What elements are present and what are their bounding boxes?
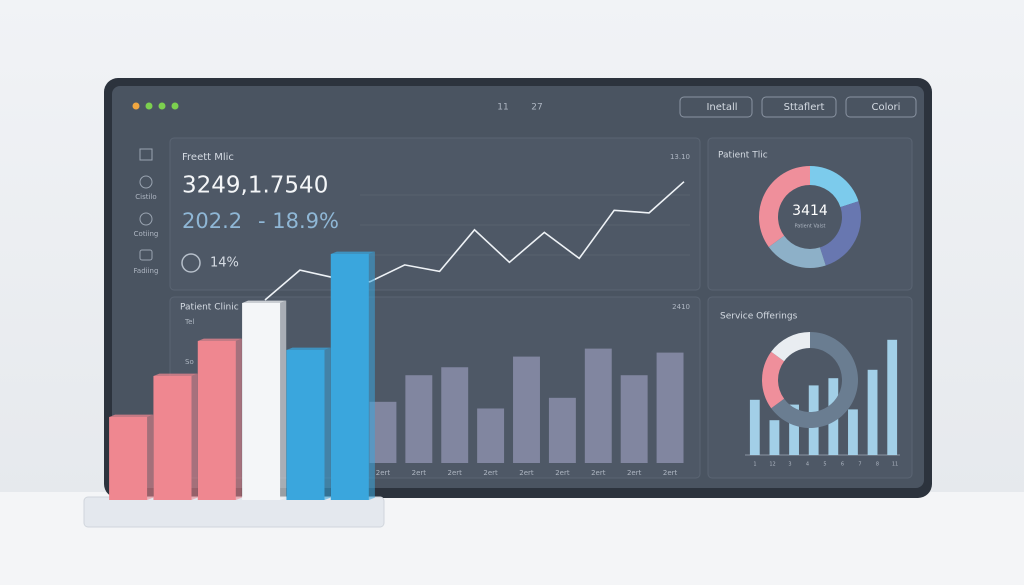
kpi-secondary: 202.2 [182,209,242,233]
donut-segment [810,166,859,208]
x-tick-label: 1 [753,462,756,468]
home-icon[interactable] [139,148,153,161]
button[interactable] [679,96,753,118]
bar [405,375,433,463]
donut-segment [758,166,810,247]
bar [153,376,192,500]
bar [242,303,281,500]
window-dot [145,102,153,110]
bar [656,352,684,463]
panel-stamp: 2410 [672,303,690,311]
donut-segment [762,351,785,409]
bar [887,339,898,455]
grid [360,194,690,256]
nav-icon[interactable] [139,212,153,226]
axis-label: So [185,358,194,366]
panel-title: Freett Mlic [182,152,234,163]
nav-label[interactable]: Cotiing [134,230,159,238]
x-tick-label: 2ert [483,469,498,477]
bar-top [242,300,287,303]
x-tick-label: 2ert [412,469,427,477]
bar-side [280,300,287,500]
bar-top [109,414,154,417]
x-tick-label: 4 [806,462,809,468]
donut-segment [819,201,862,266]
bar [749,399,760,455]
bar-base [83,496,385,528]
bar [286,350,325,500]
donut-segment [768,235,826,268]
nav-icon[interactable] [139,249,153,261]
nav-label[interactable]: Cistilo [135,193,156,201]
button-label[interactable]: Inetall [706,102,737,113]
axis-label: Tel [184,318,194,326]
x-tick-label: 2ert [519,469,534,477]
panel-title: Patient Tlic [718,151,768,161]
tab[interactable]: 27 [531,103,542,113]
x-tick-label: 7 [858,462,861,468]
button-label[interactable]: Colori [872,102,901,113]
donut-center-label: 3414 [792,203,828,219]
nav-label[interactable]: Fadiing [134,267,159,275]
bar [789,404,799,455]
bar-top [197,338,242,341]
nav-icon[interactable] [139,175,153,189]
x-tick-label: 2ert [555,469,570,477]
window-dot [132,102,140,110]
x-tick-label: 2ert [591,469,606,477]
tab[interactable]: 11 [497,103,508,113]
button[interactable] [845,96,917,118]
panel [169,137,701,291]
bar [330,254,369,500]
bar [620,375,648,463]
bar [477,408,505,463]
bar [548,397,576,463]
bar-side [324,347,331,500]
bar-side [147,414,154,500]
panel-stamp: 13.10 [670,153,690,161]
x-tick-label: 11 [892,462,898,468]
bar-top [330,251,375,254]
x-tick-label: 2ert [663,469,678,477]
bar [197,341,236,500]
bar [109,417,148,500]
bar [441,367,469,463]
x-tick-label: 6 [841,462,844,468]
bar-side [235,338,242,500]
bar [848,409,858,455]
gauge-icon [181,253,201,273]
window-dot [171,102,179,110]
bar [584,348,612,463]
bar [769,420,780,455]
x-tick-label: 3 [788,462,791,468]
kpi-value: 3249,1.7540 [182,173,328,199]
kpi-change: - 18.9% [258,209,339,233]
panel-title: Service Offerings [720,312,798,322]
x-tick-label: 12 [769,462,775,468]
bar-side [368,251,375,500]
bar-side [191,373,198,500]
x-tick-label: 2ert [448,469,463,477]
donut-segment [771,332,858,428]
x-tick-label: 2ert [627,469,642,477]
panel [707,137,913,291]
button-label[interactable]: Sttaflert [784,102,825,113]
bar [867,369,878,455]
button[interactable] [761,96,837,118]
kpi-rate: 14% [210,256,239,271]
bar [513,356,540,463]
donut-sub-label: Patient Valst [794,224,825,230]
x-tick-label: 5 [823,462,826,468]
x-tick-label: 2ert [376,469,391,477]
panel-title: Patient Clinic [180,303,239,313]
donut-segment [771,332,810,362]
bar-top [286,347,331,350]
bar-top [153,373,198,376]
window-dot [158,102,166,110]
x-tick-label: 8 [876,462,879,468]
